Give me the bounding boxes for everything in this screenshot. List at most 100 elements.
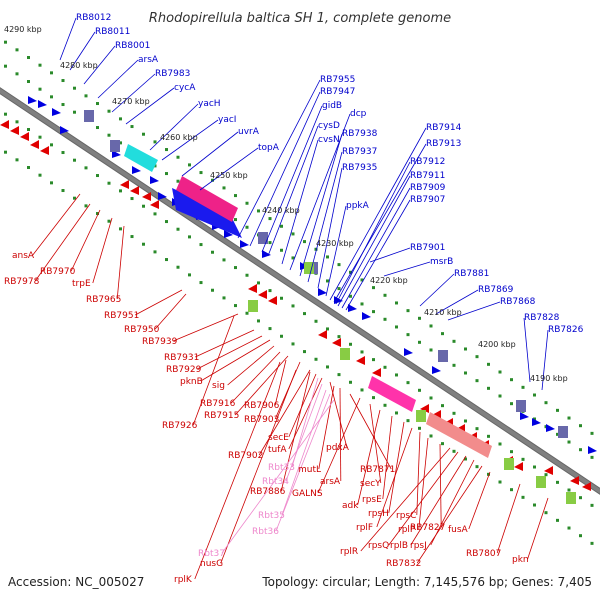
reverse-gene-arrow	[372, 368, 381, 377]
dots-outer-reverse	[268, 327, 272, 331]
reverse-label-leader	[220, 369, 297, 564]
reverse-label-leader	[258, 369, 311, 456]
reverse-gene-label: pdxA	[326, 443, 350, 453]
reverse-gene-label: nusG	[200, 559, 223, 569]
forward-gene-arrow	[532, 418, 541, 426]
reverse-label-leader	[154, 293, 187, 330]
dots-outer-forward	[556, 408, 559, 412]
dots-inner-reverse	[441, 404, 444, 408]
reverse-gene-block-magenta	[368, 376, 416, 412]
feature-box	[438, 350, 448, 362]
reverse-label-leader	[410, 455, 467, 546]
dots-outer-forward	[372, 286, 375, 290]
dots-inner-reverse	[383, 365, 387, 369]
reverse-gene-label: rplF	[356, 523, 373, 533]
dots-inner-reverse	[487, 434, 490, 438]
dots-outer-forward	[487, 362, 490, 366]
reverse-label-leader	[288, 373, 317, 438]
dots-inner-reverse	[107, 181, 111, 185]
dots-outer-forward	[303, 240, 306, 244]
dots-outer-reverse	[544, 511, 548, 515]
reverse-gene-arrow	[142, 192, 151, 201]
reverse-gene-label: RB7950	[124, 325, 160, 335]
reverse-gene-label: RB7939	[142, 337, 178, 347]
dots-outer-reverse	[291, 342, 295, 346]
dots-inner-reverse	[590, 503, 594, 507]
dots-outer-forward	[406, 309, 410, 313]
dots-outer-forward	[452, 339, 456, 343]
backbone-line	[0, 88, 600, 494]
dots-inner-forward	[337, 287, 341, 291]
dots-inner-forward	[234, 218, 237, 222]
forward-label-leader	[199, 147, 259, 191]
feature-box	[110, 140, 120, 152]
dots-outer-reverse	[464, 457, 467, 461]
dots-outer-forward	[188, 163, 191, 167]
map-title: Rhodopirellula baltica SH 1, complete ge…	[149, 11, 451, 26]
forward-gene-label: cvsN	[318, 135, 340, 145]
forward-label-leader	[325, 205, 347, 297]
forward-label-leader	[307, 151, 343, 283]
reverse-gene-label: RB7951	[104, 311, 139, 321]
reverse-gene-label: rpsC	[396, 511, 416, 521]
forward-gene-label: RB7947	[320, 87, 355, 97]
feature-box	[516, 400, 526, 412]
reverse-gene-label: arsA	[320, 477, 341, 487]
dots-outer-reverse	[165, 258, 168, 262]
reverse-gene-label: RB7827	[410, 523, 445, 533]
dots-inner-forward	[567, 440, 571, 444]
forward-label-leader	[419, 273, 455, 307]
dots-inner-forward	[165, 172, 168, 176]
reverse-gene-arrow	[130, 186, 139, 195]
forward-gene-label: uvrA	[238, 127, 260, 137]
reverse-gene-label: RB7926	[162, 421, 198, 431]
dots-inner-reverse	[61, 151, 65, 155]
reverse-gene-arrow	[120, 180, 129, 189]
dots-inner-reverse	[395, 373, 398, 377]
forward-gene-arrow	[404, 348, 413, 356]
forward-gene-label: RB7937	[342, 147, 377, 157]
reverse-label-leader	[173, 313, 239, 342]
reverse-label-leader	[357, 409, 381, 506]
reverse-label-leader	[116, 225, 125, 300]
dots-outer-reverse	[326, 365, 329, 369]
dots-inner-reverse	[556, 480, 559, 484]
rna-gene-label: Rbt36	[252, 527, 279, 537]
reverse-gene-label: RB7978	[4, 277, 40, 287]
dots-outer-forward	[533, 393, 536, 397]
forward-gene-label: arsA	[138, 55, 159, 65]
reverse-label-leader	[192, 315, 235, 426]
reverse-gene-label: secY	[360, 479, 381, 489]
reverse-label-leader	[318, 385, 335, 470]
dots-outer-forward	[38, 63, 42, 67]
forward-label-leader	[299, 133, 343, 277]
reverse-label-leader	[227, 345, 275, 386]
dots-inner-reverse	[429, 396, 433, 400]
forward-gene-label: RB8001	[115, 41, 150, 51]
reverse-label-leader	[349, 393, 392, 470]
dots-outer-reverse	[257, 319, 260, 323]
forward-label-leader	[125, 87, 175, 125]
dots-inner-reverse	[314, 319, 318, 323]
dots-inner-forward	[107, 133, 111, 137]
reverse-gene-label: RB7903	[244, 415, 279, 425]
dots-inner-reverse	[268, 289, 272, 293]
kbp-tick-label: 4190 kbp	[530, 374, 568, 383]
dots-outer-reverse	[303, 350, 306, 354]
dots-inner-reverse	[142, 204, 145, 208]
forward-label-leader	[83, 45, 116, 85]
reverse-gene-label: pknB	[180, 377, 203, 387]
forward-gene-arrow	[132, 166, 141, 174]
dots-outer-forward	[349, 270, 352, 274]
dots-inner-reverse	[38, 135, 42, 139]
feature-box	[566, 492, 576, 504]
dots-outer-reverse	[27, 166, 30, 170]
dots-outer-forward	[475, 355, 479, 359]
reverse-gene-label: RB7970	[40, 267, 76, 277]
dots-inner-forward	[73, 110, 76, 114]
dots-outer-reverse	[142, 242, 145, 246]
reverse-label-leader	[388, 451, 459, 546]
reverse-gene-label: RB7871	[360, 465, 395, 475]
reverse-gene-arrow	[268, 296, 277, 305]
